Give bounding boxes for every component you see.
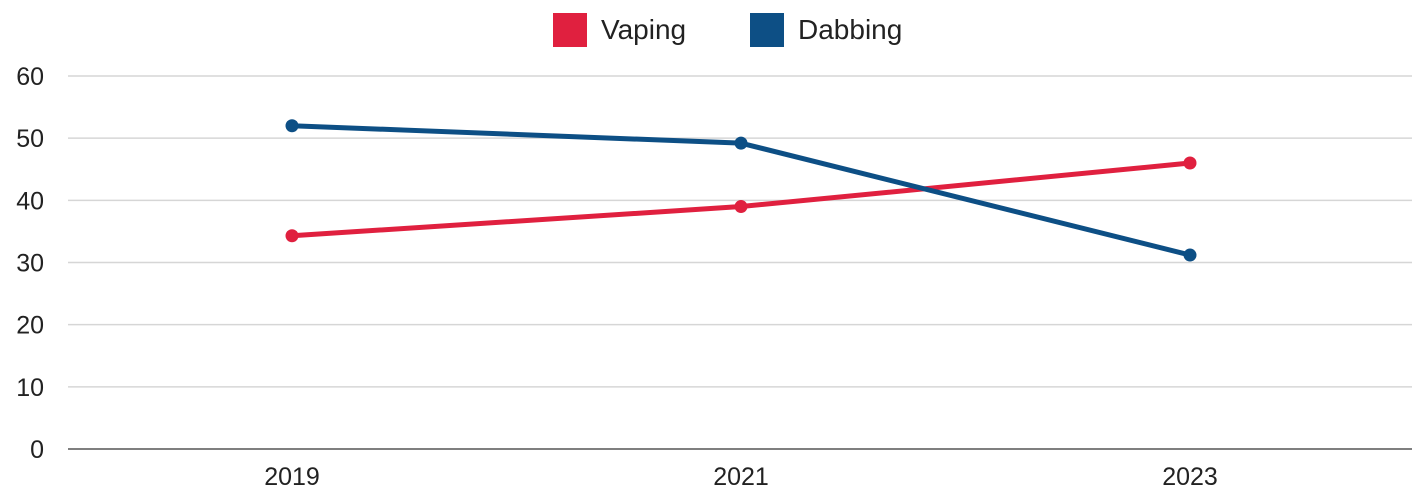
y-tick-label: 20 (16, 312, 44, 340)
series-lines (285, 119, 1197, 262)
data-point (734, 136, 748, 150)
x-tick-label: 2019 (264, 463, 320, 490)
legend-label: Vaping (601, 14, 686, 45)
series-vaping (285, 156, 1197, 243)
legend-item-vaping: Vaping (553, 13, 686, 47)
y-tick-label: 40 (16, 187, 44, 215)
y-tick-label: 50 (16, 125, 44, 153)
y-tick-label: 0 (30, 436, 44, 464)
legend: Vaping Dabbing (553, 13, 902, 47)
legend-label: Dabbing (798, 14, 902, 45)
series-dabbing (285, 119, 1197, 262)
legend-item-dabbing: Dabbing (750, 13, 902, 47)
data-point (734, 200, 748, 214)
x-axis-ticks: 2019 2021 2023 (264, 463, 1218, 490)
series-line (289, 160, 1193, 239)
x-tick-label: 2023 (1162, 463, 1218, 490)
y-tick-label: 30 (16, 250, 44, 278)
data-point (285, 229, 299, 243)
data-point (1183, 156, 1197, 170)
legend-swatch (750, 13, 784, 47)
y-tick-label: 60 (16, 63, 44, 91)
data-point (285, 119, 299, 133)
x-tick-label: 2021 (713, 463, 769, 490)
data-point (1183, 248, 1197, 262)
gridlines (68, 75, 1412, 450)
y-axis-ticks: 0 10 20 30 40 50 60 (16, 63, 44, 464)
legend-swatch (553, 13, 587, 47)
y-tick-label: 10 (16, 374, 44, 402)
